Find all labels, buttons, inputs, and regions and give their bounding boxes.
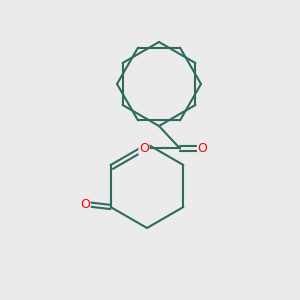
Text: O: O bbox=[80, 197, 90, 211]
Text: O: O bbox=[139, 142, 149, 155]
Text: O: O bbox=[198, 142, 207, 155]
